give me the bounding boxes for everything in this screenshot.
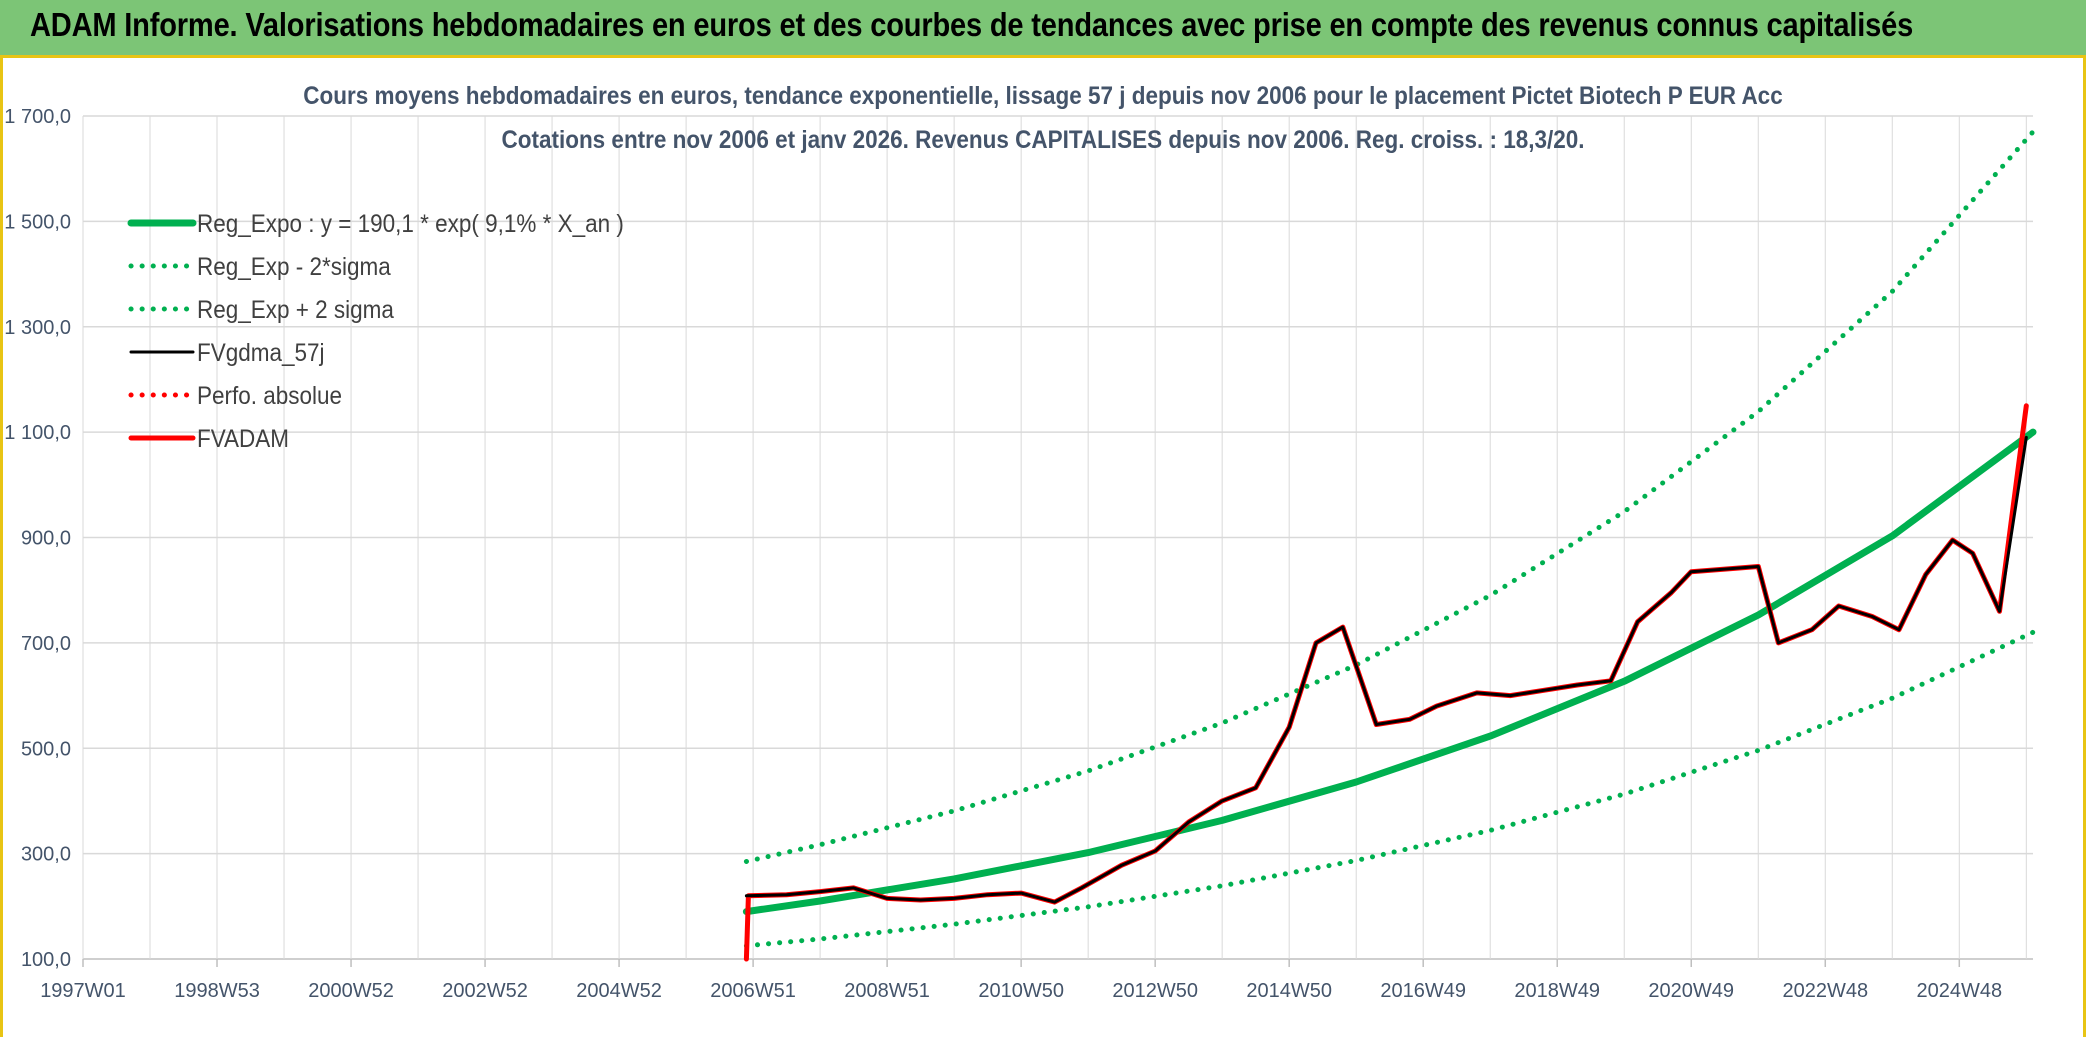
x-tick-label: 2002W52	[442, 980, 528, 1002]
y-tick-label: 300,0	[21, 844, 71, 866]
chart-title: Cours moyens hebdomadaires en euros, ten…	[303, 82, 1782, 110]
legend: Reg_Expo : y = 190,1 * exp( 9,1% * X_an …	[127, 210, 624, 453]
y-tick-label: 700,0	[21, 633, 71, 655]
x-tick-label: 2024W48	[1916, 980, 2002, 1002]
x-tick-label: 2014W50	[1246, 980, 1332, 1002]
legend-label: FVgdma_57j	[197, 339, 324, 367]
chart-area: 100,0 300,0 500,0 700,0 900,0 1 100,0 1 300,0 1…	[4, 82, 2037, 1002]
x-tick-label: 2022W48	[1782, 980, 1868, 1002]
legend-label: Reg_Exp - 2*sigma	[197, 253, 391, 281]
legend-label: Reg_Expo : y = 190,1 * exp( 9,1% * X_an …	[197, 210, 624, 238]
legend-label: Reg_Exp + 2 sigma	[197, 296, 395, 324]
report-title: ADAM Informe. Valorisations hebdomadaire…	[30, 6, 1914, 43]
chart-subtitle: Cotations entre nov 2006 et janv 2026. R…	[502, 126, 1585, 154]
legend-label: FVADAM	[197, 425, 289, 453]
x-tick-label: 2004W52	[576, 980, 662, 1002]
x-tick-label: 2018W49	[1514, 980, 1600, 1002]
axes: 100,0 300,0 500,0 700,0 900,0 1 100,0 1 300,0 1…	[4, 106, 2002, 1002]
y-tick-label: 1 700,0	[4, 106, 71, 128]
y-tick-label: 900,0	[21, 528, 71, 550]
y-tick-label: 1 100,0	[4, 422, 71, 444]
grid-lines	[82, 115, 2033, 960]
x-tick-label: 2006W51	[710, 980, 796, 1002]
legend-label: Perfo. absolue	[197, 382, 342, 410]
y-tick-label: 100,0	[21, 949, 71, 971]
x-tick-label: 1998W53	[174, 980, 260, 1002]
x-tick-label: 2008W51	[844, 980, 930, 1002]
y-tick-label: 500,0	[21, 738, 71, 760]
x-tick-label: 2016W49	[1380, 980, 1466, 1002]
x-tick-label: 2010W50	[978, 980, 1064, 1002]
y-tick-label: 1 300,0	[4, 317, 71, 339]
series-line-5	[743, 403, 2029, 962]
report-banner: ADAM Informe. Valorisations hebdomadaire…	[0, 0, 2086, 58]
series-line-3	[744, 435, 2028, 904]
x-tick-label: 1997W01	[40, 980, 126, 1002]
x-tick-label: 2000W52	[308, 980, 394, 1002]
series-lines	[742, 129, 2037, 962]
x-tick-label: 2012W50	[1112, 980, 1198, 1002]
chart-frame: 100,0 300,0 500,0 700,0 900,0 1 100,0 1 300,0 1…	[0, 58, 2086, 1037]
x-tick-label: 2020W49	[1648, 980, 1734, 1002]
series-line-2	[743, 129, 2036, 864]
y-tick-label: 1 500,0	[4, 211, 71, 233]
series-line-0	[742, 428, 2037, 916]
